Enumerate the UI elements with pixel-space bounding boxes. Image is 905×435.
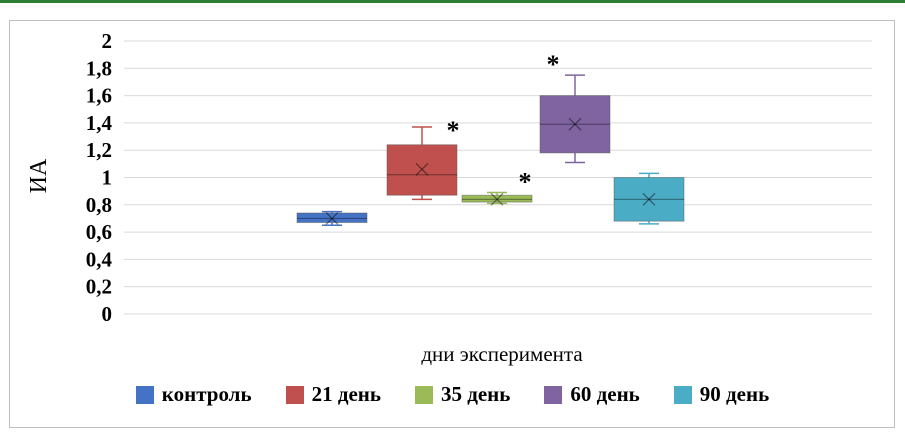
legend-label: контроль [161, 382, 252, 406]
mean-marker [490, 192, 504, 206]
y-tick-label: 1,6 [86, 84, 112, 108]
legend-label: 21 день [311, 382, 381, 406]
legend-swatch [544, 385, 563, 404]
significance-asterisk: * [447, 116, 460, 145]
x-axis-label: дни эксперимента [421, 342, 583, 366]
boxes: * * * [296, 50, 685, 227]
legend-label: 60 день [570, 382, 640, 406]
y-tick-labels: 0 0,2 0,4 0,6 0,8 1 1,2 1,4 1,6 1,8 2 [86, 29, 113, 326]
y-tick-label: 0,4 [86, 247, 113, 271]
box-body [461, 194, 533, 203]
mean-marker [415, 162, 429, 176]
mean-marker [490, 192, 504, 206]
legend-item: контроль [135, 382, 252, 407]
y-tick-label: 0,6 [86, 220, 112, 244]
legend-swatch [285, 385, 304, 404]
legend-label: 90 день [699, 382, 770, 406]
box-body [296, 212, 368, 224]
significance-asterisk: * [547, 50, 560, 79]
mean-marker [642, 192, 656, 206]
y-tick-label: 1 [102, 166, 113, 190]
y-tick-label: 0 [102, 302, 113, 326]
mean-marker [415, 162, 429, 176]
legend-item: 60 день [544, 382, 640, 407]
box-body [539, 95, 611, 154]
top-rule [0, 0, 905, 3]
box-1 [296, 210, 368, 227]
y-tick-label: 1,4 [86, 111, 113, 135]
legend-label: 35 день [440, 382, 511, 406]
legend-swatch [414, 385, 433, 404]
box-2: * [386, 116, 460, 201]
y-tick-label: 0,2 [86, 275, 112, 299]
box-3: * [461, 168, 533, 206]
legend-item: 90 день [673, 382, 770, 407]
legend-swatch [135, 385, 154, 404]
box-body [386, 144, 458, 196]
mean-marker [568, 117, 582, 131]
box-4: * [539, 50, 611, 164]
legend-item: 35 день [414, 382, 511, 407]
significance-asterisk: * [519, 168, 532, 197]
grid-lines [124, 40, 872, 315]
mean-marker [642, 192, 656, 206]
box-5 [613, 172, 685, 225]
mean-marker [325, 211, 339, 225]
y-tick-label: 1,8 [86, 56, 112, 80]
mean-marker [568, 117, 582, 131]
chart-area [9, 20, 895, 428]
legend-swatch [673, 385, 692, 404]
legend-item: 21 день [285, 382, 381, 407]
y-tick-label: 0,8 [86, 193, 112, 217]
y-tick-label: 1,2 [86, 138, 112, 162]
box-body [613, 177, 685, 222]
mean-marker [325, 211, 339, 225]
legend: контроль 21 день 35 день 60 день 90 день [0, 382, 905, 407]
y-axis-label: ИА [26, 158, 52, 193]
y-tick-label: 2 [102, 29, 113, 53]
